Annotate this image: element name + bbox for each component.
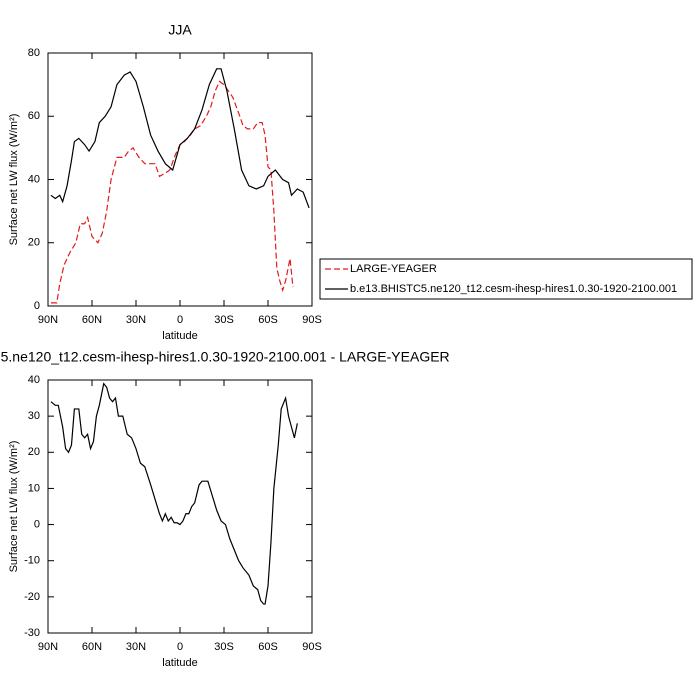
x-tick-label: 60S <box>258 314 278 326</box>
y-tick-label: 40 <box>28 374 40 386</box>
legend-label: b.e13.BHISTC5.ne120_t12.cesm-ihesp-hires… <box>350 283 677 295</box>
x-tick-label: 90N <box>38 641 58 653</box>
y-tick-label: 20 <box>28 446 40 458</box>
y-tick-label: 10 <box>28 482 40 494</box>
y-axis-label: Surface net LW flux (W/m²) <box>8 114 20 246</box>
x-axis-label: latitude <box>162 657 197 669</box>
y-tick-label: -30 <box>24 627 40 639</box>
plot-frame <box>47 52 313 307</box>
data-line <box>50 80 294 304</box>
y-tick-label: -10 <box>24 555 40 567</box>
y-tick-label: 0 <box>34 300 40 312</box>
y-axis-label: Surface net LW flux (W/m²) <box>8 441 20 573</box>
x-tick-label: 90S <box>302 641 322 653</box>
x-tick-label: 30N <box>126 314 146 326</box>
x-axis-label: latitude <box>162 330 197 342</box>
data-line <box>50 382 298 605</box>
legend-label: LARGE-YEAGER <box>350 263 437 275</box>
chart-title: JJA <box>168 22 192 38</box>
y-tick-label: 80 <box>28 47 40 59</box>
x-tick-label: 30N <box>126 641 146 653</box>
x-tick-label: 60N <box>82 641 102 653</box>
chart-title: b.e13.BHISTC5.ne120_t12.cesm-ihesp-hires… <box>0 349 450 365</box>
x-tick-label: 90N <box>38 314 58 326</box>
y-tick-label: 60 <box>28 110 40 122</box>
x-tick-label: 30S <box>214 314 234 326</box>
y-tick-label: 20 <box>28 237 40 249</box>
y-tick-label: -20 <box>24 591 40 603</box>
y-tick-label: 0 <box>34 518 40 530</box>
x-tick-label: 60N <box>82 314 102 326</box>
x-tick-label: 60S <box>258 641 278 653</box>
x-tick-label: 0 <box>177 314 183 326</box>
x-tick-label: 90S <box>302 314 322 326</box>
x-tick-label: 0 <box>177 641 183 653</box>
x-tick-label: 30S <box>214 641 234 653</box>
data-line <box>50 68 310 209</box>
y-tick-label: 40 <box>28 173 40 185</box>
y-tick-label: 30 <box>28 410 40 422</box>
legend-box <box>319 258 693 300</box>
